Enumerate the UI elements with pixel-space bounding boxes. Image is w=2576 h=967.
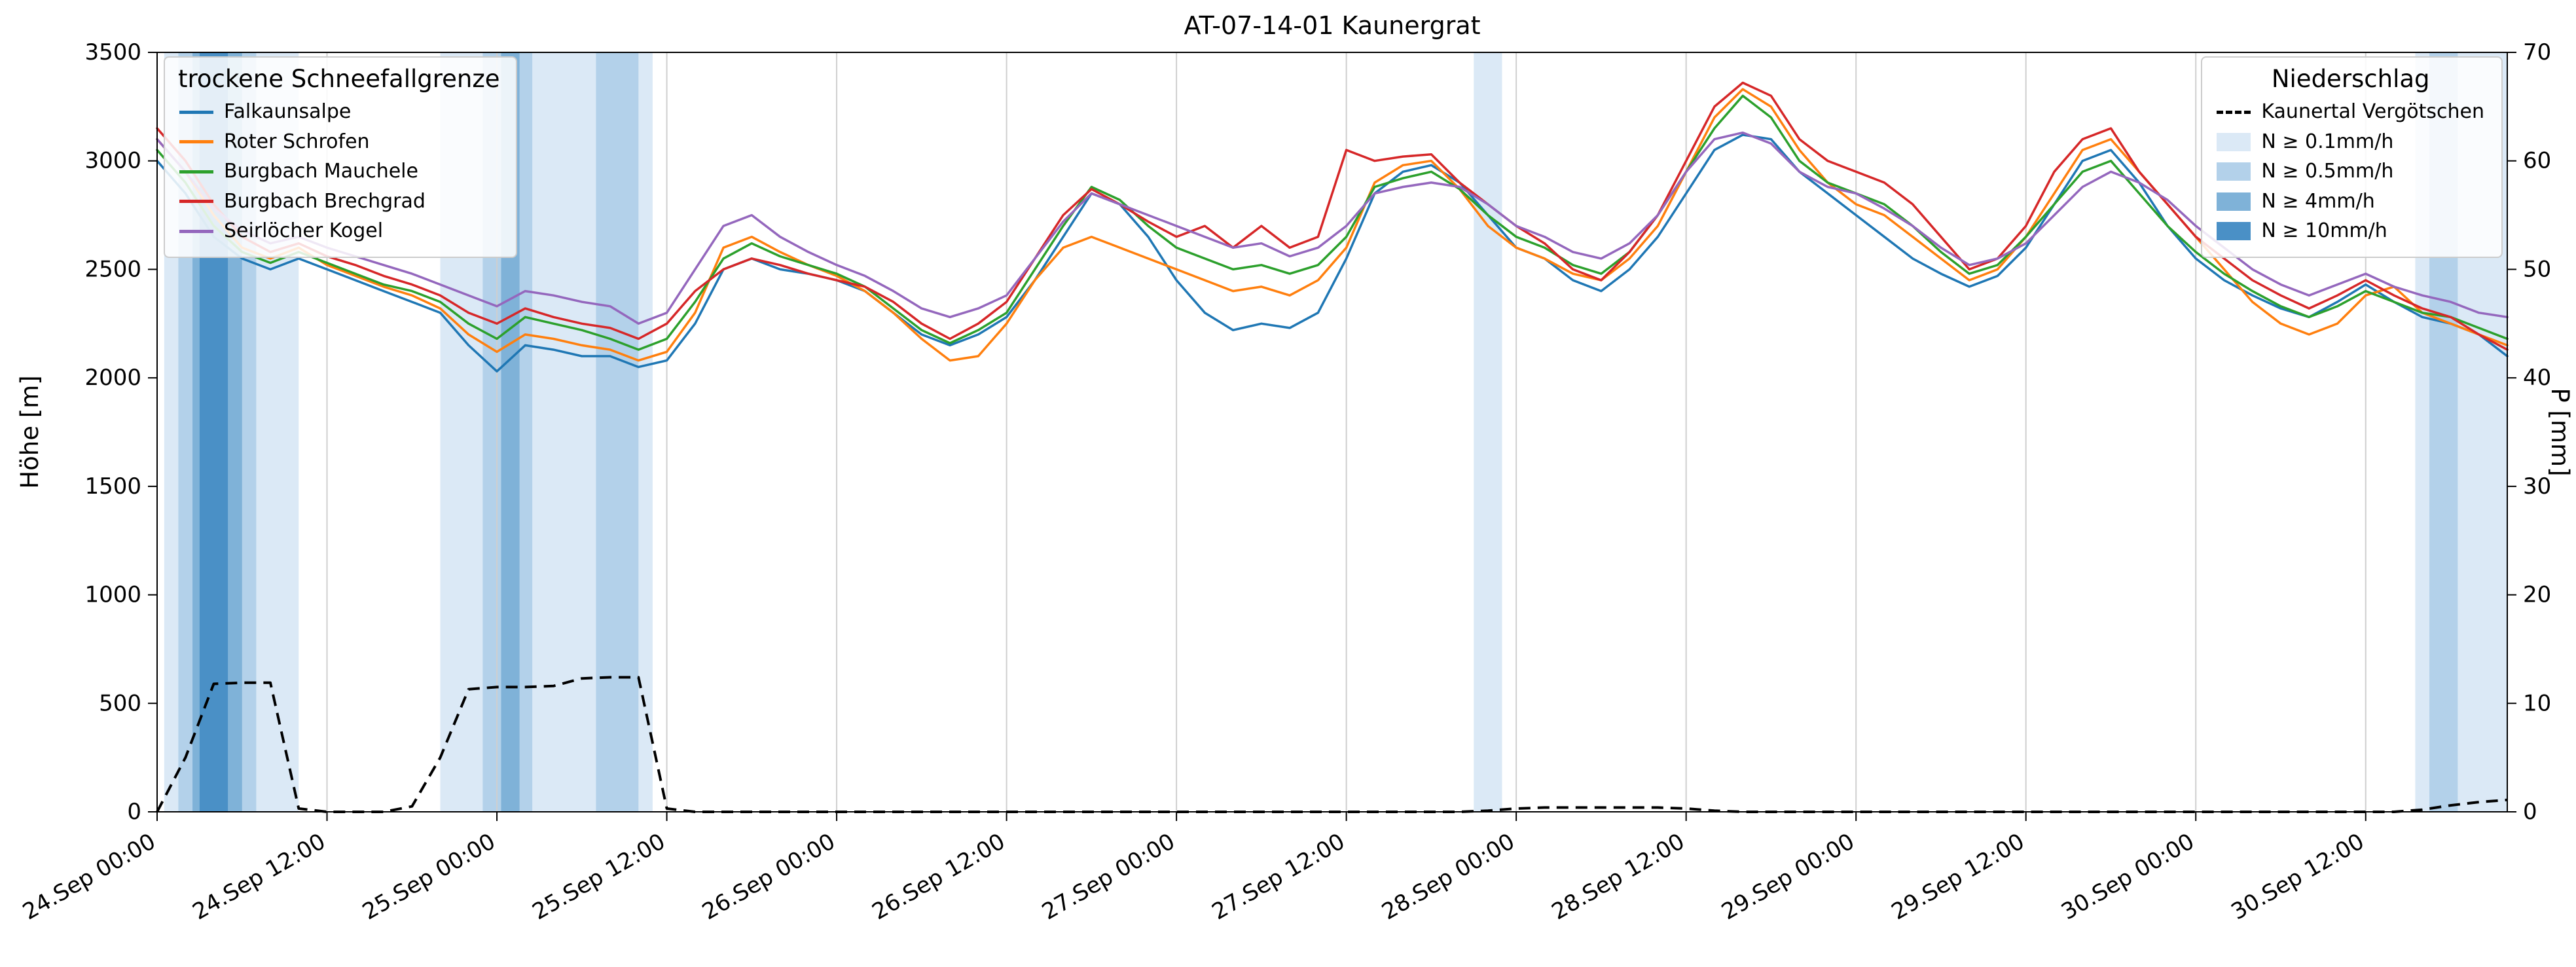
legend-entry-band-0-1: N ≥ 0.1mm/h <box>2217 130 2484 155</box>
legend-entry-band-0-1-swatch <box>2217 132 2251 151</box>
series-line-falkaunsalpe <box>156 134 2509 373</box>
legend-entry-band-4-label: N ≥ 4mm/h <box>2261 189 2375 213</box>
legend-snowline-title: trockene Schneefallgrenze <box>178 65 500 93</box>
y-axis-label-left: Höhe [m] <box>16 375 44 488</box>
legend-entry-burgbach-mauchele: Burgbach Mauchele <box>179 159 499 184</box>
legend-precip-entries: Kaunertal Vergötschen N ≥ 0.1mm/h N ≥ 0.5m… <box>2213 100 2488 244</box>
legend-entry-band-0-5: N ≥ 0.5mm/h <box>2217 159 2484 184</box>
legend-precip: Niederschlag Kaunertal Vergötschen N ≥ 0.… <box>2201 56 2503 258</box>
y-right-tick-label: 60 <box>2523 148 2551 174</box>
legend-snowline-entries: Falkaunsalpe Roter Schrofen Burgbach Mauch… <box>175 100 503 244</box>
legend-entry-seirl-cher-kogel-label: Seirlöcher Kogel <box>224 219 384 243</box>
legend-entry-roter-schrofen: Roter Schrofen <box>179 130 499 155</box>
legend-entry-band-0-5-label: N ≥ 0.5mm/h <box>2261 160 2394 183</box>
precip-band <box>596 52 639 812</box>
legend-entry-band-4-swatch <box>2217 192 2251 211</box>
x-tick-label: 30.Sep 00:00 <box>2057 828 2199 925</box>
x-tick-label: 29.Sep 12:00 <box>1887 828 2029 925</box>
x-tick-label: 24.Sep 00:00 <box>18 828 160 925</box>
x-tick-label: 26.Sep 12:00 <box>868 828 1010 925</box>
legend-entry-band-4: N ≥ 4mm/h <box>2217 189 2484 214</box>
x-tick-label: 28.Sep 00:00 <box>1377 828 1519 925</box>
x-tick-label: 26.Sep 00:00 <box>698 828 840 925</box>
legend-entry-band-0-1-label: N ≥ 0.1mm/h <box>2261 130 2394 153</box>
y-left-tick-label: 500 <box>99 690 141 716</box>
legend-entry-burgbach-brechgrad: Burgbach Brechgrad <box>179 189 499 214</box>
y-left-tick-label: 3500 <box>84 39 141 65</box>
legend-entry-kaunertal-verg-tschen: Kaunertal Vergötschen <box>2217 100 2484 124</box>
x-tick-label: 25.Sep 00:00 <box>358 828 500 925</box>
legend-entry-falkaunsalpe-label: Falkaunsalpe <box>224 100 352 124</box>
legend-entry-band-10-swatch <box>2217 222 2251 240</box>
series-line-roter-schrofen <box>156 88 2509 362</box>
legend-entry-burgbach-brechgrad-label: Burgbach Brechgrad <box>224 189 426 213</box>
x-tick-label: 28.Sep 12:00 <box>1548 828 1690 925</box>
y-left-tick-label: 1000 <box>84 582 141 608</box>
legend-entry-kaunertal-verg-tschen-label: Kaunertal Vergötschen <box>2261 100 2484 124</box>
y-right-tick-label: 0 <box>2523 799 2537 825</box>
legend-entry-roter-schrofen-label: Roter Schrofen <box>224 130 370 153</box>
x-tick-label: 29.Sep 00:00 <box>1717 828 1859 925</box>
x-tick-label: 27.Sep 12:00 <box>1208 828 1350 925</box>
legend-entry-burgbach-mauchele-label: Burgbach Mauchele <box>224 160 418 183</box>
legend-precip-title: Niederschlag <box>2271 65 2430 93</box>
series-line-burgbach-brechgrad <box>156 81 2509 351</box>
chart-title: AT-07-14-01 Kaunergrat <box>1184 11 1480 40</box>
y-right-tick-label: 40 <box>2523 365 2551 391</box>
y-right-tick-label: 70 <box>2523 39 2551 65</box>
x-tick-label: 27.Sep 00:00 <box>1038 828 1180 925</box>
plot-border <box>156 52 2508 812</box>
legend-entry-falkaunsalpe-swatch <box>179 110 213 114</box>
y-left-tick-label: 0 <box>127 799 141 825</box>
legend-entry-seirl-cher-kogel: Seirlöcher Kogel <box>179 219 499 244</box>
series-line-seirl-cher-kogel <box>156 131 2509 325</box>
legend-entry-seirl-cher-kogel-swatch <box>179 229 213 233</box>
x-tick-label: 30.Sep 12:00 <box>2227 828 2369 925</box>
y-right-tick-label: 30 <box>2523 473 2551 500</box>
y-left-tick-label: 2500 <box>84 256 141 282</box>
y-left-tick-label: 2000 <box>84 365 141 391</box>
legend-snowline: trockene Schneefallgrenze Falkaunsalpe Ro… <box>164 56 517 258</box>
y-right-tick-label: 50 <box>2523 256 2551 282</box>
x-tick-label: 24.Sep 12:00 <box>188 828 330 925</box>
y-right-tick-label: 10 <box>2523 690 2551 716</box>
y-left-tick-label: 1500 <box>84 473 141 500</box>
legend-entry-band-10-label: N ≥ 10mm/h <box>2261 219 2387 243</box>
series-line-burgbach-mauchele <box>156 94 2509 351</box>
legend-entry-burgbach-brechgrad-swatch <box>179 200 213 203</box>
precip-band <box>1474 52 1502 812</box>
legend-entry-falkaunsalpe: Falkaunsalpe <box>179 100 499 124</box>
legend-entry-roter-schrofen-swatch <box>179 140 213 143</box>
x-tick-label: 25.Sep 12:00 <box>528 828 670 925</box>
legend-entry-burgbach-mauchele-swatch <box>179 170 213 173</box>
legend-entry-kaunertal-verg-tschen-swatch <box>2217 110 2251 114</box>
legend-entry-band-10: N ≥ 10mm/h <box>2217 219 2484 244</box>
y-left-tick-label: 3000 <box>84 148 141 174</box>
y-right-tick-label: 20 <box>2523 582 2551 608</box>
y-axis-label-right: P [mm] <box>2546 388 2574 476</box>
legend-entry-band-0-5-swatch <box>2217 162 2251 181</box>
